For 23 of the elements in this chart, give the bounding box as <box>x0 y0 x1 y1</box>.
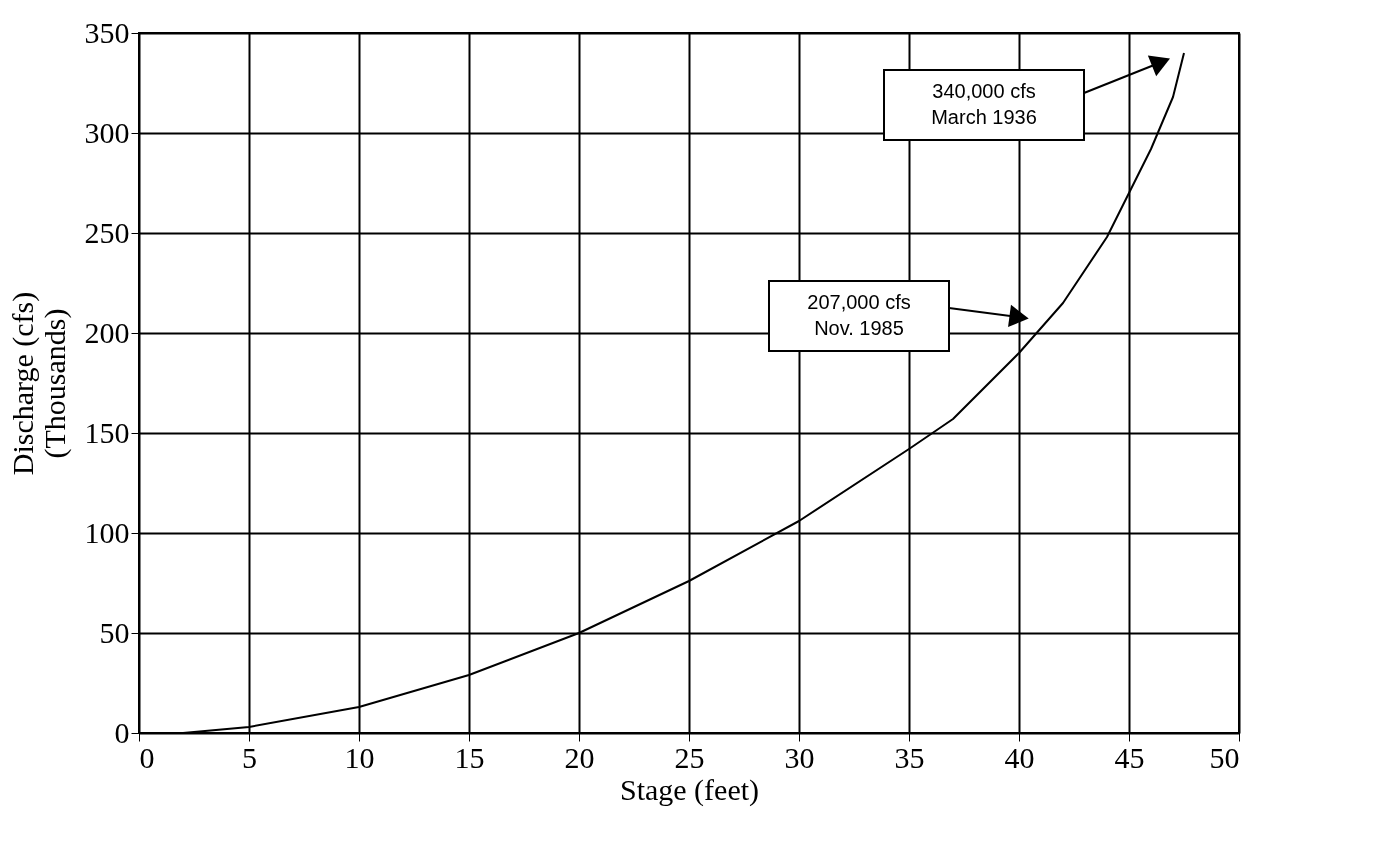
x-tick-label: 35 <box>894 740 925 774</box>
y-tick-label: 200 <box>84 315 130 349</box>
y-tick-label: 300 <box>84 115 130 149</box>
x-tick-label: 40 <box>1004 740 1035 774</box>
y-tick-label: 100 <box>84 515 130 549</box>
x-axis-title: Stage (feet) <box>619 772 760 807</box>
y-tick-label: 350 <box>84 15 130 49</box>
x-tick-label: 10 <box>344 740 375 774</box>
x-tick-label: 0 <box>139 740 155 774</box>
x-tick-label: 5 <box>242 740 257 774</box>
x-tick-label: 30 <box>784 740 815 774</box>
y-tick-label: 150 <box>84 415 130 449</box>
x-tick-label: 50 <box>1209 740 1240 774</box>
y-axis-title: Discharge (cfs) (Thousands) <box>5 291 72 476</box>
x-tick-label: 25 <box>674 740 705 774</box>
x-tick-label: 20 <box>564 740 595 774</box>
y-tick-label: 50 <box>99 615 130 649</box>
y-tick-label: 250 <box>84 215 130 249</box>
x-tick-label: 45 <box>1114 740 1145 774</box>
x-tick-label: 15 <box>454 740 485 774</box>
annotation: 340,000 cfs March 1936 <box>931 80 1037 128</box>
y-tick-label: 0 <box>114 715 130 749</box>
annotation: 207,000 cfs Nov. 1985 <box>807 291 911 339</box>
